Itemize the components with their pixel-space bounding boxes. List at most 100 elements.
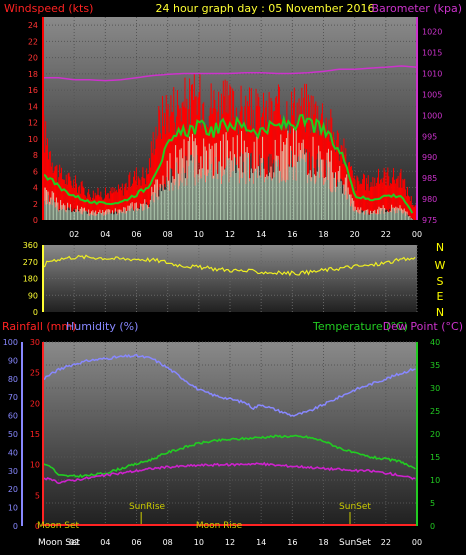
time-tick-label: 06: [131, 538, 141, 547]
wind-time-tick-label: 10: [194, 230, 204, 239]
time-tick-label: 00: [412, 538, 422, 547]
time-tick-label: 12: [225, 538, 235, 547]
compass-west: W: [435, 259, 446, 272]
baro-tick-label: 1020: [422, 28, 442, 37]
barometer-line: [43, 65, 418, 82]
rainfall-tick-label: 10: [30, 461, 40, 470]
wind-tick-label: 24: [28, 21, 38, 30]
time-tick-label: 02: [69, 538, 79, 547]
moonset-label: Moon Set: [37, 521, 80, 531]
wind-time-tick-label: 14: [256, 230, 266, 239]
wind-time-tick-label: 16: [287, 230, 297, 239]
dewpoint-axis-title: Dew Point (°C): [383, 320, 463, 333]
temperature-panel: 0 5 10 15 20 25 30 35 40 0 10 20 30 40 50 60 70 80 90 100 0 5…: [3, 338, 440, 531]
direction-tick-label: 270: [23, 258, 38, 267]
temperature-tick-label: 5: [430, 499, 435, 508]
wind-tick-label: 4: [33, 184, 38, 193]
baro-tick-label: 1010: [422, 70, 442, 79]
baro-tick-label: 985: [422, 174, 437, 183]
wind-tick-label: 16: [28, 86, 38, 95]
time-tick-label: 04: [100, 538, 110, 547]
wind-time-tick-label: 02: [69, 230, 79, 239]
wind-time-tick-label: 08: [163, 230, 173, 239]
time-tick-label: 18: [318, 538, 328, 547]
baro-tick-label: 990: [422, 153, 437, 162]
humidity-tick-label: 10: [8, 504, 18, 513]
temperature-tick-label: 0: [430, 522, 435, 531]
direction-tick-label: 90: [28, 291, 38, 300]
direction-tick-label: 360: [23, 241, 38, 250]
moonrise-label: Moon Rise: [196, 521, 243, 531]
humidity-tick-label: 60: [8, 412, 18, 421]
time-tick-label: 22: [381, 538, 391, 547]
time-axis-moonset-label: Moon Set: [38, 538, 81, 548]
wind-tick-label: 2: [33, 200, 38, 209]
wind-time-tick-label: 00: [412, 230, 422, 239]
barometer-axis-title: Barometer (kpa): [371, 2, 462, 15]
humidity-tick-label: 40: [8, 448, 18, 457]
compass-east: E: [437, 290, 444, 303]
temperature-tick-label: 30: [430, 384, 440, 393]
temperature-tick-label: 40: [430, 338, 440, 347]
wind-tick-label: 10: [28, 135, 38, 144]
time-tick-label: 08: [163, 538, 173, 547]
time-tick-label: 14: [256, 538, 266, 547]
time-tick-label: 10: [194, 538, 204, 547]
wind-tick-label: 0: [33, 216, 38, 225]
rainfall-tick-label: 5: [35, 491, 40, 500]
compass-north-top: N: [436, 241, 444, 254]
humidity-tick-label: 100: [3, 338, 18, 347]
wind-tick-label: 22: [28, 37, 38, 46]
temperature-line: [42, 434, 416, 479]
wind-time-tick-label: 06: [131, 230, 141, 239]
wind-tick-label: 6: [33, 167, 38, 176]
wind-time-tick-label: 12: [225, 230, 235, 239]
humidity-tick-label: 70: [8, 393, 18, 402]
time-axis-sunset-label: SunSet: [339, 538, 371, 548]
chart-title: 24 hour graph day : 05 November 2016: [155, 2, 374, 15]
temperature-tick-label: 20: [430, 430, 440, 439]
wind-tick-label: 18: [28, 70, 38, 79]
compass-labels: N W S E N: [435, 241, 446, 319]
rainfall-tick-label: 25: [30, 369, 40, 378]
rainfall-tick-label: 0: [35, 522, 40, 531]
humidity-tick-label: 90: [8, 356, 18, 365]
humidity-tick-label: 30: [8, 467, 18, 476]
compass-south: S: [437, 275, 444, 288]
windspeed-axis-title: Windspeed (kts): [4, 2, 93, 15]
temperature-axis-title: Temperature (°C): [312, 320, 408, 333]
baro-tick-label: 995: [422, 132, 437, 141]
direction-tick-label: 180: [23, 275, 38, 284]
humidity-tick-label: 50: [8, 430, 18, 439]
wind-time-tick-label: 18: [318, 230, 328, 239]
rainfall-axis-title: Rainfall (mm): [2, 320, 76, 333]
temperature-tick-label: 25: [430, 407, 440, 416]
time-axis: Moon Set SunSet 02 04 06 08 10 12 14 16 18 22 00: [38, 538, 422, 548]
compass-north-bottom: N: [436, 306, 444, 319]
wind-tick-label: 12: [28, 119, 38, 128]
baro-tick-label: 1000: [422, 111, 442, 120]
wind-time-tick-label: 04: [100, 230, 110, 239]
wind-tick-label: 14: [28, 102, 38, 111]
wind-panel: 0246810121416182022249759809859909951000…: [28, 17, 442, 239]
baro-tick-label: 975: [422, 216, 437, 225]
direction-panel: 0 90 180 270 360: [23, 241, 418, 317]
humidity-line: [42, 353, 416, 417]
baro-tick-label: 980: [422, 195, 437, 204]
sunrise-label: SunRise: [129, 502, 166, 512]
wind-tick-label: 8: [33, 151, 38, 160]
temperature-tick-label: 35: [430, 361, 440, 370]
direction-tick-label: 0: [33, 308, 38, 317]
wind-tick-label: 20: [28, 54, 38, 63]
direction-line: [42, 254, 416, 277]
baro-tick-label: 1005: [422, 90, 442, 99]
time-tick-label: 16: [287, 538, 297, 547]
temperature-tick-label: 10: [430, 476, 440, 485]
wind-time-tick-label: 20: [350, 230, 360, 239]
rainfall-tick-label: 20: [30, 399, 40, 408]
humidity-tick-label: 0: [13, 522, 18, 531]
rainfall-tick-label: 15: [30, 430, 40, 439]
baro-tick-label: 1015: [422, 49, 442, 58]
humidity-axis-title: Humidity (%): [66, 320, 138, 333]
dewpoint-line: [42, 461, 416, 485]
